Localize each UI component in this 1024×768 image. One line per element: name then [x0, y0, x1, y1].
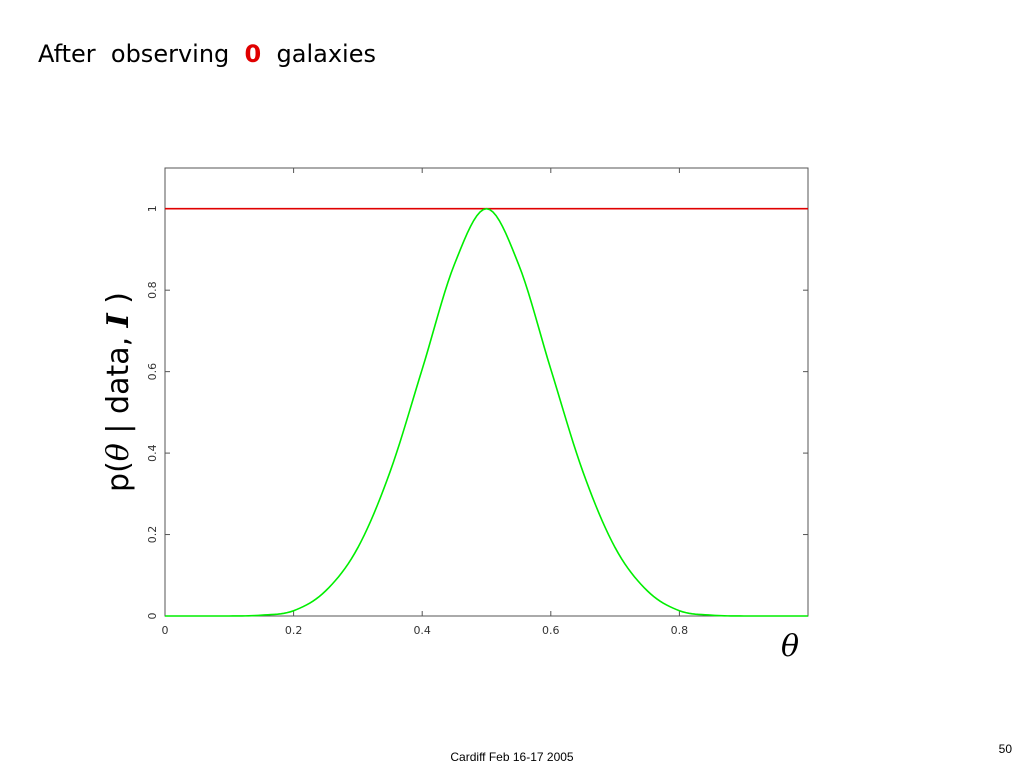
ylabel-suffix: ) — [101, 292, 136, 313]
y-tick-label: 0.6 — [146, 363, 159, 381]
x-tick-label: 0.2 — [285, 624, 303, 637]
ylabel-info: I — [101, 312, 136, 328]
axis-tick-labels: 0 0.2 0.4 0.6 0.8 0 0.2 0.4 0.6 0.8 1 — [146, 205, 688, 637]
slide-title: After observing 0 galaxies — [38, 40, 376, 68]
plot-frame — [164, 167, 809, 617]
title-suffix: galaxies — [276, 40, 376, 68]
ylabel-theta: θ — [101, 443, 136, 461]
x-tick-label: 0 — [162, 624, 169, 637]
x-axis-label: θ — [781, 629, 799, 664]
y-tick-label: 0.2 — [146, 526, 159, 544]
y-tick-label: 0 — [146, 613, 159, 620]
ylabel-middle: | data, — [101, 327, 136, 443]
title-prefix: After observing — [38, 40, 230, 68]
series-lines — [165, 207, 808, 617]
title-count: 0 — [244, 40, 262, 68]
y-axis-label: p(θ | data, I ) — [101, 292, 136, 492]
x-tick-label: 0.6 — [542, 624, 560, 637]
axis-ticks — [164, 168, 808, 617]
ylabel-prefix: p( — [101, 461, 136, 492]
x-tick-label: 0.8 — [671, 624, 689, 637]
slide-footer: Cardiff Feb 16-17 2005 — [450, 750, 574, 764]
x-tick-label: 0.4 — [413, 624, 431, 637]
y-tick-label: 0.4 — [146, 444, 159, 462]
series-line-2 — [165, 207, 808, 617]
y-tick-label: 0.8 — [146, 281, 159, 299]
page-number: 50 — [998, 742, 1012, 756]
y-tick-label: 1 — [146, 205, 159, 212]
